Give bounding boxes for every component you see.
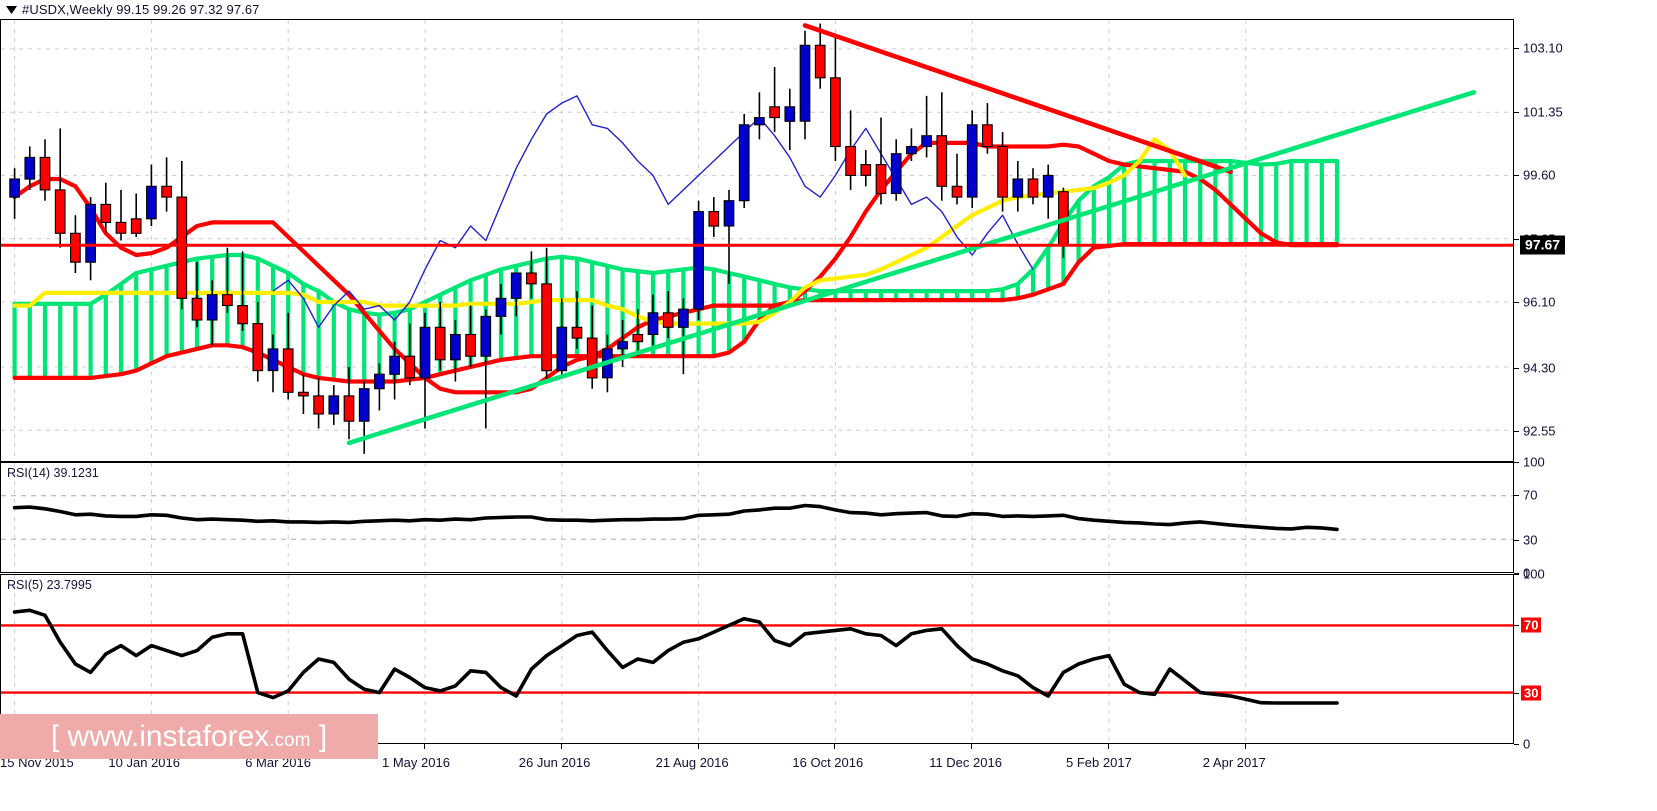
chart-header: #USDX,Weekly 99.15 99.26 97.32 97.67 [0, 0, 1657, 19]
axis-tick [1514, 175, 1519, 177]
axis-label: 92.55 [1523, 423, 1556, 439]
date-tick [560, 744, 562, 749]
axis-label: 70 [1521, 617, 1542, 633]
axis-tick [1514, 495, 1519, 497]
date-label: 26 Jun 2016 [518, 755, 591, 770]
date-label: 2 Apr 2017 [1202, 755, 1266, 770]
axis-tick [1514, 111, 1519, 113]
axis-tick [1514, 431, 1519, 433]
axis-label: 30 [1523, 532, 1538, 548]
axis-tick [1514, 539, 1519, 541]
date-label: 11 Dec 2016 [929, 755, 1002, 770]
axis-tick [1514, 693, 1519, 694]
axis-label: 96.10 [1523, 294, 1556, 310]
rsi14-panel[interactable]: RSI(14) 39.1231 [0, 462, 1514, 573]
rsi5-plot-area [1, 575, 1513, 743]
watermark-bracket-close: ] [318, 719, 328, 753]
axis-tick [1514, 367, 1519, 369]
triangle-down-icon[interactable] [0, 0, 22, 19]
chart-title: #USDX,Weekly 99.15 99.26 97.32 97.67 [22, 2, 260, 17]
date-label: 5 Feb 2017 [1066, 755, 1132, 770]
watermark-domain: www.instaforex [67, 719, 270, 753]
axis-label: 101.35 [1523, 104, 1563, 120]
axis-label: 0 [1523, 565, 1531, 581]
date-tick [834, 744, 836, 749]
axis-tick [1514, 625, 1519, 626]
date-label: 1 May 2016 [382, 755, 450, 770]
date-label: 21 Aug 2016 [655, 755, 729, 770]
axis-tick [1514, 302, 1519, 304]
current-price-tag: 97.67 [1520, 235, 1566, 255]
axis-label: 99.60 [1523, 167, 1556, 183]
axis-label: 103.10 [1523, 40, 1563, 56]
axis-label: 30 [1521, 685, 1542, 701]
axis-label: 100 [1523, 454, 1545, 470]
watermark-bracket-open: [ [50, 719, 60, 753]
axis-tick [1514, 744, 1519, 745]
date-tick [697, 744, 699, 749]
axis-tick [1514, 462, 1519, 463]
axis-label: 94.30 [1523, 360, 1556, 376]
watermark-text: [ www.instaforex.com ] [50, 719, 328, 753]
rsi14-axis[interactable]: 100 70 30 0 [1514, 455, 1657, 581]
axis-tick [1514, 48, 1519, 49]
rsi14-label: RSI(14) 39.1231 [7, 466, 99, 480]
axis-label: 100 [1523, 566, 1545, 582]
date-tick [1244, 744, 1246, 749]
watermark-tld: .com [269, 729, 311, 751]
axis-tick [1514, 238, 1519, 240]
date-label: 16 Oct 2016 [792, 755, 864, 770]
axis-label: 0 [1523, 736, 1531, 752]
date-tick [1108, 744, 1109, 749]
date-tick [424, 744, 425, 749]
rsi14-plot-area [1, 463, 1513, 572]
price-panel[interactable] [0, 19, 1514, 462]
axis-tick [1514, 573, 1519, 574]
rsi5-label: RSI(5) 23.7995 [7, 578, 92, 592]
axis-tick [1514, 574, 1519, 575]
date-tick [971, 744, 973, 749]
instaforex-watermark: [ www.instaforex.com ] [0, 714, 378, 759]
axis-label: 70 [1523, 487, 1538, 503]
price-axis[interactable]: 103.10101.3599.6097.8596.1094.3092.5597.… [1514, 19, 1657, 462]
price-plot-area [1, 20, 1513, 461]
date-axis[interactable]: 15 Nov 2015 10 Jan 2016 6 Mar 2016 1 May 20… [0, 744, 1514, 811]
rsi5-axis[interactable]: 100 70 30 0 [1514, 567, 1657, 752]
